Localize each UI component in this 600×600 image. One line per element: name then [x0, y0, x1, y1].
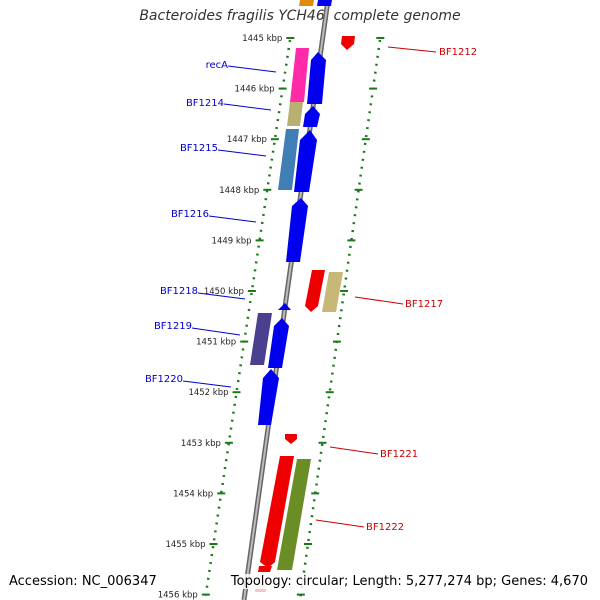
gene-label-bf1212[interactable]: BF1212 [439, 47, 477, 58]
gene-arrow-reca[interactable] [307, 52, 326, 104]
ruler-ticks [201, 37, 385, 596]
kbp-label: 1452 kbp [188, 388, 228, 398]
kbp-label: 1449 kbp [212, 236, 252, 246]
feature-block-steelblue[interactable] [278, 129, 299, 190]
gene-arrow-bf1212[interactable] [341, 36, 355, 50]
accession-label: Accession: NC_006347 [9, 574, 157, 589]
gene-arrow-bf1216[interactable] [286, 198, 308, 262]
gene-label-bf1220[interactable]: BF1220 [145, 374, 183, 385]
gene-label-bf1214[interactable]: BF1214 [186, 98, 224, 109]
kbp-label: 1447 kbp [227, 135, 267, 145]
feature-block-purple[interactable] [250, 313, 272, 365]
gene-arrow[interactable] [317, 0, 332, 6]
genome-summary: Topology: circular; Length: 5,277,274 bp… [228, 574, 590, 589]
feature-block-olive[interactable] [277, 459, 311, 570]
gene-label-bf1216[interactable]: BF1216 [171, 209, 209, 220]
gene-arrow-bf1219[interactable] [268, 318, 289, 368]
gene-arrow-bf1215[interactable] [294, 130, 317, 192]
feature-block-bf1217-tan[interactable] [322, 272, 343, 312]
gene-label-reca[interactable]: recA [206, 60, 229, 71]
kbp-label: 1445 kbp [242, 34, 282, 44]
kbp-label: 1450 kbp [204, 287, 244, 297]
gene-arrow-bf1221[interactable] [285, 434, 297, 444]
gene-arrow-bf1217[interactable] [305, 270, 325, 312]
gene-label-bf1221[interactable]: BF1221 [380, 449, 418, 460]
gene-label-bf1219[interactable]: BF1219 [154, 321, 192, 332]
gene-label-bf1217[interactable]: BF1217 [405, 299, 443, 310]
kbp-label: 1446 kbp [235, 85, 275, 95]
gene-arrow-bf1220[interactable] [258, 369, 279, 425]
kbp-label: 1451 kbp [196, 338, 236, 348]
gene-arrow-bf1222[interactable] [260, 456, 294, 568]
leader-lines [182, 46, 437, 528]
gene-label-bf1222[interactable]: BF1222 [366, 522, 404, 533]
gene-arrow-bf1218[interactable] [278, 303, 291, 310]
ruler-labels: 1445 kbp 1446 kbp 1447 kbp 1448 kbp 1449 kbp… [158, 34, 283, 600]
gene-labels: recA BF1214 BF1215 BF1216 BF1218 BF1219 … [145, 47, 477, 533]
gene-arrow-small[interactable] [258, 566, 272, 572]
feature-block-tan[interactable] [287, 102, 303, 126]
kbp-label: 1455 kbp [165, 540, 205, 550]
kbp-label: 1456 kbp [158, 591, 198, 600]
kbp-label: 1453 kbp [181, 439, 221, 449]
gene-arrow-bf1214[interactable] [303, 106, 320, 127]
feature-block-orange[interactable] [299, 0, 314, 6]
ruler-track-inner [203, 39, 292, 600]
map-title: Bacteroides fragilis YCH46, complete gen… [139, 8, 461, 24]
gene-features [250, 0, 355, 592]
kbp-label: 1448 kbp [219, 186, 259, 196]
kbp-label: 1454 kbp [173, 489, 213, 499]
feature-block-pink[interactable] [290, 48, 309, 102]
gene-label-bf1218[interactable]: BF1218 [160, 286, 198, 297]
gene-label-bf1215[interactable]: BF1215 [180, 143, 218, 154]
